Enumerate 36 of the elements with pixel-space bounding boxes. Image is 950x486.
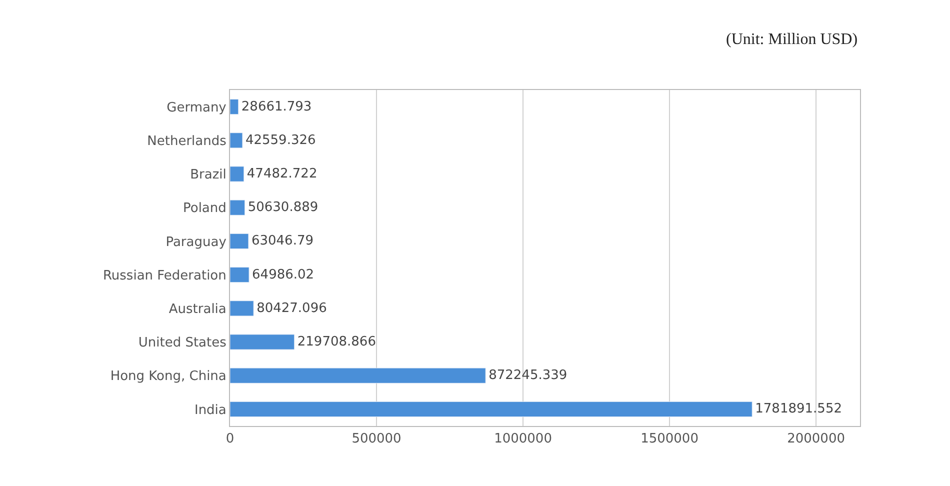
y-tick-label: Brazil <box>190 168 226 183</box>
x-tick-label: 500000 <box>352 432 402 447</box>
y-tick-label: Russian Federation <box>102 268 226 284</box>
x-tick-label: 1000000 <box>494 432 552 447</box>
bar <box>230 334 295 350</box>
bar <box>230 233 249 250</box>
y-tick-label: Poland <box>182 201 226 216</box>
bar <box>230 200 246 216</box>
data-label: 47482.722 <box>246 166 318 182</box>
data-label: 64986.02 <box>252 267 314 282</box>
x-tick-label: 2000000 <box>787 432 846 447</box>
y-tick-label: United States <box>138 336 227 351</box>
bar <box>230 132 243 148</box>
data-label: 1781891.552 <box>755 402 842 417</box>
x-tick-label: 1500000 <box>640 432 698 447</box>
y-tick-label: Australia <box>168 302 226 317</box>
bar <box>230 98 239 115</box>
bar <box>230 300 254 316</box>
data-label: 63046.79 <box>251 234 314 249</box>
y-tick-label: Netherlands <box>147 134 227 149</box>
data-label: 28661.793 <box>241 99 312 114</box>
bar <box>230 166 244 182</box>
data-label: 80427.096 <box>256 300 327 316</box>
data-label: 42559.326 <box>245 132 316 148</box>
text: (Unit: Million USD) <box>726 31 858 48</box>
y-tick-label: Germany <box>166 100 227 116</box>
y-tick-label: Paraguay <box>166 234 227 250</box>
bar <box>230 401 752 418</box>
data-label: 50630.889 <box>248 200 318 216</box>
y-tick-label: Hong Kong, China <box>110 369 226 384</box>
data-label: 219708.866 <box>297 334 376 350</box>
bar <box>230 266 250 283</box>
x-tick-label: 0 <box>226 432 234 447</box>
data-label: 872245.339 <box>488 368 568 384</box>
bar <box>230 368 486 384</box>
y-tick-label: India <box>194 402 226 418</box>
